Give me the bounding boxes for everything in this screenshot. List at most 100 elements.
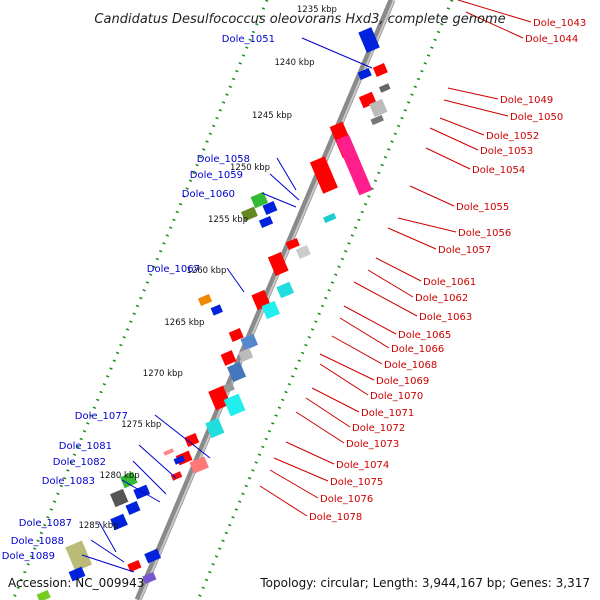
- gene-feature: [335, 134, 373, 196]
- leader-line: [273, 457, 329, 482]
- leader-line: [311, 387, 360, 413]
- gene-label-right[interactable]: Dole_1071: [361, 408, 414, 419]
- gene-feature: [110, 488, 129, 508]
- gene-feature: [226, 361, 247, 383]
- gene-feature: [208, 385, 231, 411]
- gene-label-right[interactable]: Dole_1073: [346, 439, 399, 450]
- tick-label: 1275 kbp: [121, 420, 161, 430]
- gene-label-right[interactable]: Dole_1066: [391, 344, 444, 355]
- gene-feature: [267, 252, 289, 276]
- gene-label-right[interactable]: Dole_1056: [458, 228, 511, 239]
- leader-line: [138, 444, 177, 479]
- gene-label-right[interactable]: Dole_1050: [510, 112, 563, 123]
- gene-label-right[interactable]: Dole_1075: [330, 477, 383, 488]
- leader-line: [409, 185, 455, 207]
- leader-line: [81, 554, 135, 573]
- leader-line: [375, 257, 422, 282]
- topology-summary: Topology: circular; Length: 3,944,167 bp…: [259, 576, 590, 590]
- gene-label-right[interactable]: Dole_1044: [525, 34, 578, 45]
- gene-feature: [276, 281, 295, 299]
- gene-label-left[interactable]: Dole_1087: [19, 518, 72, 529]
- gene-label-left[interactable]: Dole_1083: [42, 476, 95, 487]
- gene-label-left[interactable]: Dole_1089: [2, 551, 55, 562]
- gene-label-right[interactable]: Dole_1057: [438, 245, 491, 256]
- gene-feature: [240, 333, 259, 351]
- gene-label-left[interactable]: Dole_1082: [53, 457, 106, 468]
- gene-label-left[interactable]: Dole_1088: [11, 536, 64, 547]
- leader-line: [301, 37, 373, 69]
- gene-feature: [241, 206, 258, 222]
- gene-label-right[interactable]: Dole_1065: [398, 330, 451, 341]
- leader-line: [343, 305, 397, 335]
- gene-feature: [309, 156, 338, 194]
- gene-feature: [223, 393, 246, 417]
- gene-label-right[interactable]: Dole_1055: [456, 202, 509, 213]
- tick-label: 1255 kbp: [208, 215, 248, 225]
- gene-label-left[interactable]: Dole_1067: [147, 264, 200, 275]
- gene-label-right[interactable]: Dole_1061: [423, 277, 476, 288]
- gene-label-right[interactable]: Dole_1068: [384, 360, 437, 371]
- gene-feature: [120, 471, 138, 489]
- ticks: 1235 kbp 1240 kbp 1245 kbp 1250 kbp 1255 kbp…: [78, 5, 336, 531]
- gene-feature: [36, 589, 51, 600]
- gene-label-left[interactable]: Dole_1058: [197, 154, 250, 165]
- gene-feature: [197, 293, 213, 307]
- gene-feature: [295, 245, 311, 259]
- gene-feature: [370, 114, 384, 126]
- gene-label-right[interactable]: Dole_1049: [500, 95, 553, 106]
- tick-label: 1245 kbp: [252, 111, 292, 121]
- leader-line: [98, 521, 117, 553]
- gene-feature: [238, 348, 254, 362]
- leader-line: [276, 157, 297, 191]
- gene-label-left[interactable]: Dole_1060: [182, 189, 235, 200]
- tick-label: 1285 kbp: [78, 521, 118, 531]
- leader-line: [269, 173, 300, 201]
- gene-feature: [68, 566, 86, 582]
- map-title: Candidatus Desulfococcus oleovorans Hxd3…: [94, 12, 505, 27]
- gene-feature: [228, 328, 244, 342]
- gene-label-right[interactable]: Dole_1072: [352, 423, 405, 434]
- gene-feature: [125, 501, 141, 515]
- gene-label-right[interactable]: Dole_1054: [472, 165, 525, 176]
- leader-line: [447, 87, 499, 100]
- gene-feature: [285, 237, 300, 251]
- leader-line: [367, 269, 414, 298]
- dot-track-1: [196, 0, 454, 600]
- gene-feature: [163, 448, 175, 456]
- gene-label-right[interactable]: Dole_1076: [320, 494, 373, 505]
- gene-label-left[interactable]: Dole_1081: [59, 441, 112, 452]
- leader-line: [90, 539, 125, 563]
- leader-line: [331, 335, 383, 365]
- tick-label: 1265 kbp: [164, 318, 204, 328]
- gene-label-left[interactable]: Dole_1077: [75, 411, 128, 422]
- leader-line: [295, 411, 345, 444]
- leader-line: [261, 192, 297, 208]
- gene-label-right[interactable]: Dole_1078: [309, 512, 362, 523]
- gene-label-right[interactable]: Dole_1062: [415, 293, 468, 304]
- gene-feature: [378, 83, 391, 93]
- gene-label-right[interactable]: Dole_1063: [419, 312, 472, 323]
- tick-label: 1250 kbp: [230, 163, 270, 173]
- gene-label-right[interactable]: Dole_1069: [376, 376, 429, 387]
- leader-line: [319, 363, 369, 396]
- leader-line: [387, 227, 437, 250]
- gene-feature: [189, 456, 209, 474]
- accession-text: Accession: NC_009943: [8, 576, 144, 590]
- gene-feature: [173, 455, 186, 465]
- gene-label-right[interactable]: Dole_1053: [480, 146, 533, 157]
- gene-feature: [357, 67, 372, 81]
- gene-label-right[interactable]: Dole_1043: [533, 18, 586, 29]
- gene-label-right[interactable]: Dole_1070: [370, 391, 423, 402]
- label-leaders: [81, 0, 532, 573]
- leader-line: [285, 441, 335, 465]
- gene-label-right[interactable]: Dole_1052: [486, 131, 539, 142]
- leader-line: [226, 267, 245, 293]
- leader-line: [259, 485, 308, 517]
- leader-line: [305, 397, 351, 428]
- gene-label-left[interactable]: Dole_1051: [222, 34, 275, 45]
- leader-line: [121, 479, 161, 503]
- gene-label-right[interactable]: Dole_1074: [336, 460, 389, 471]
- tick-label: 1240 kbp: [274, 58, 314, 68]
- gene-label-left[interactable]: Dole_1059: [190, 170, 243, 181]
- leader-line: [397, 217, 457, 233]
